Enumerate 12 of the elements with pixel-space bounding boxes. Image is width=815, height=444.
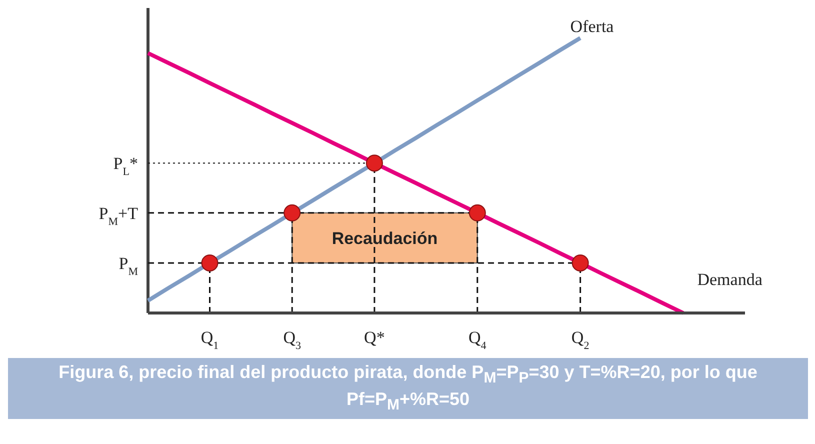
series-label: Oferta xyxy=(570,17,614,36)
x-tick-label: Q$_{3}$ xyxy=(283,328,302,352)
x-tick-label: Q* xyxy=(364,328,385,347)
ref-line-label: P$_{M}$+T xyxy=(98,204,139,228)
x-tick-label: Q$_{4}$ xyxy=(468,328,487,352)
ref-line-label: P$_{L}$* xyxy=(113,154,138,178)
series-label: Demanda xyxy=(697,270,763,289)
chart-title: Figura 6, precio final del producto pirata, donde P$_{M}$=P$_{P}$=30 y T=%R=20, por lo que Pf=P$_{M}$+%R=50 xyxy=(58,362,758,414)
x-tick-label: Q$_{2}$ xyxy=(571,328,590,352)
band-label: Recaudación xyxy=(332,228,438,248)
x-tick-label: Q$_{1}$ xyxy=(200,328,219,352)
ref-line-label: P$_{M}$ xyxy=(118,254,138,278)
